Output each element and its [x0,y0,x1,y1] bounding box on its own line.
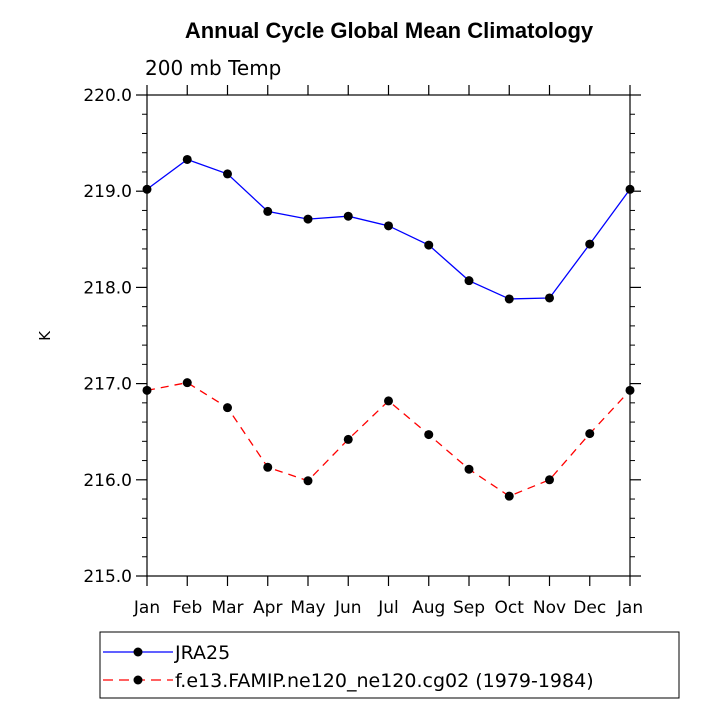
data-point [585,429,595,439]
plot-area-border [146,94,631,577]
y-tick-labels: 215.0 216.0 217.0 218.0 219.0 220.0 [83,86,132,587]
x-tick-label: Dec [573,598,606,618]
x-tick-label: Jun [334,598,362,618]
plot-frame [146,94,631,577]
data-point [343,434,353,444]
data-point [545,475,554,485]
data-point [625,385,635,395]
x-tick-label: Aug [412,598,445,618]
data-point [424,430,434,440]
legend-box [99,631,680,699]
major-ticks [136,85,641,586]
legend-marker [133,675,143,685]
series-1 [142,154,635,304]
legend-entries: JRA25 f.e13.FAMIP.ne120_ne120.cg02 (1979-… [103,642,594,692]
data-point [625,184,635,194]
x-tick-label: Feb [172,598,202,618]
legend-label: JRA25 [174,642,230,664]
data-point [384,396,393,406]
data-point [384,221,393,231]
x-tick-label: Apr [253,598,282,618]
y-tick-label: 218.0 [83,278,132,298]
y-axis-label: K [36,330,54,341]
data-point [343,211,353,221]
data-point [142,385,152,395]
data-point [182,378,192,388]
y-tick-label: 216.0 [83,471,132,491]
x-tick-label: Nov [533,598,566,618]
legend-marker [133,647,143,657]
data-point [545,293,554,303]
y-tick-label: 215.0 [83,567,132,587]
x-tick-label: Jul [377,598,399,618]
legend-entry-2: f.e13.FAMIP.ne120_ne120.cg02 (1979-1984) [103,670,594,692]
data-point [303,214,313,224]
data-point [464,464,474,474]
x-tick-label: Jan [616,598,643,618]
data-point [142,184,152,194]
data-point [263,462,273,472]
series-2 [142,378,635,501]
x-tick-label: Sep [453,598,485,618]
series-layer [142,154,635,501]
y-tick-label: 219.0 [83,182,132,202]
y-tick-label: 217.0 [83,375,132,395]
data-point [464,276,474,286]
data-point [223,403,232,413]
legend: JRA25 f.e13.FAMIP.ne120_ne120.cg02 (1979-… [99,631,680,699]
data-point [424,240,434,250]
data-point [585,239,595,249]
x-tick-label: Jan [133,598,160,618]
data-point [223,169,232,179]
legend-label: f.e13.FAMIP.ne120_ne120.cg02 (1979-1984) [175,670,594,692]
x-tick-label: Oct [495,598,525,618]
x-tick-labels: Jan Feb Mar Apr May Jun Jul Aug Sep Oct Nov Dec Jan [133,598,643,618]
data-point [504,294,514,304]
legend-entry-1: JRA25 [103,642,230,664]
chart-subtitle: 200 mb Temp [145,56,281,80]
y-tick-label: 220.0 [83,86,132,106]
data-point [504,491,514,501]
data-point [303,476,313,486]
x-tick-label: May [290,598,325,618]
minor-ticks [142,113,635,558]
data-point [182,154,192,164]
x-tick-label: Mar [211,598,243,618]
chart-title: Annual Cycle Global Mean Climatology [185,18,594,43]
data-point [263,206,273,216]
